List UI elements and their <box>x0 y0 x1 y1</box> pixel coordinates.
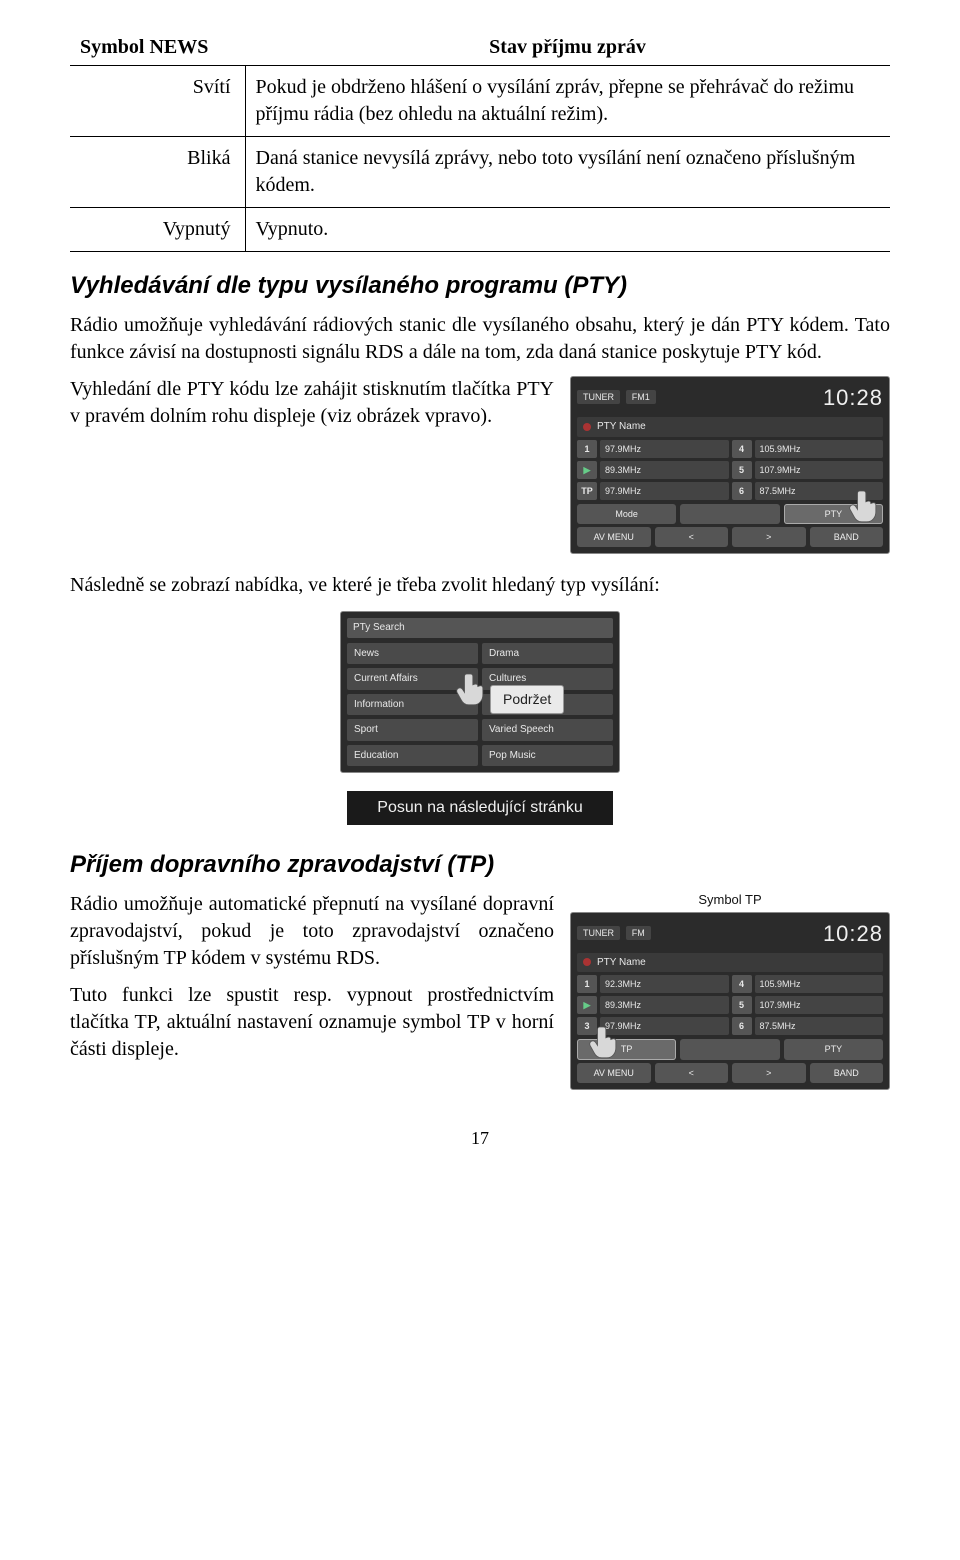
preset-freq: 107.9MHz <box>755 461 884 479</box>
paragraph: Vyhledání dle PTY kódu lze zahájit stisk… <box>70 376 554 430</box>
next-button[interactable]: > <box>732 527 806 547</box>
pty-name-label: PTY Name <box>597 956 646 970</box>
pty-search-title: PTy Search <box>347 618 613 638</box>
pty-button[interactable]: PTY <box>784 1039 883 1059</box>
preset-index: 5 <box>732 996 752 1014</box>
table-cell-left: Vypnutý <box>70 208 245 252</box>
clock-display: 10:28 <box>823 919 883 949</box>
pty-category-item[interactable]: Drama <box>482 643 613 665</box>
preset-index: 6 <box>732 482 752 500</box>
pty-category-item[interactable]: Education <box>347 745 478 767</box>
fm-label: FM <box>626 926 651 940</box>
table-cell-right: Daná stanice nevysílá zprávy, nebo toto … <box>245 137 890 208</box>
pty-category-item[interactable]: Varied Speech <box>482 719 613 741</box>
fm-label: FM1 <box>626 390 656 404</box>
prev-button[interactable]: < <box>655 527 729 547</box>
table-cell-right: Vypnuto. <box>245 208 890 252</box>
paragraph: Rádio umožňuje vyhledávání rádiových sta… <box>70 312 890 366</box>
preset-index: 1 <box>577 440 597 458</box>
mode-button[interactable]: Mode <box>577 504 676 524</box>
table-row: Vypnutý Vypnuto. <box>70 208 890 252</box>
preset-freq: 107.9MHz <box>755 996 884 1014</box>
pty-category-item[interactable]: Information <box>347 694 478 716</box>
table-cell-right: Pokud je obdrženo hlášení o vysílání zpr… <box>245 66 890 137</box>
paragraph: Rádio umožňuje automatické přepnutí na v… <box>70 891 554 972</box>
caption-scroll: Posun na následující stránku <box>347 791 612 825</box>
pty-name-label: PTY Name <box>597 420 646 434</box>
paragraph: Tuto funkci lze spustit resp. vypnout pr… <box>70 982 554 1063</box>
preset-freq: 87.5MHz <box>755 482 884 500</box>
preset-index: 3 <box>577 1017 597 1035</box>
table-header-symbol: Symbol NEWS <box>70 30 245 66</box>
table-row: Bliká Daná stanice nevysílá zprávy, nebo… <box>70 137 890 208</box>
preset-freq: 97.9MHz <box>600 1017 729 1035</box>
tuner-label: TUNER <box>577 926 620 940</box>
play-indicator-icon: ▶ <box>577 996 597 1014</box>
clock-display: 10:28 <box>823 383 883 413</box>
preset-freq: 97.9MHz <box>600 440 729 458</box>
page-number: 17 <box>70 1126 890 1150</box>
preset-index: 4 <box>732 975 752 993</box>
tuner-label: TUNER <box>577 390 620 404</box>
play-indicator-icon: ▶ <box>577 461 597 479</box>
next-button[interactable]: > <box>732 1063 806 1083</box>
pty-button[interactable]: PTY <box>784 504 883 524</box>
heading-tp: Příjem dopravního zpravodajství (TP) <box>70 849 890 881</box>
pty-category-item[interactable]: News <box>347 643 478 665</box>
tp-button[interactable]: TP <box>577 1039 676 1059</box>
table-row: Svítí Pokud je obdrženo hlášení o vysílá… <box>70 66 890 137</box>
av-menu-button[interactable]: AV MENU <box>577 1063 651 1083</box>
status-dot-icon <box>583 958 591 966</box>
pty-category-item[interactable]: Sport <box>347 719 478 741</box>
preset-index: 4 <box>732 440 752 458</box>
pty-menu-screenshot: PTy Search News Drama Current Affairs Cu… <box>340 611 620 773</box>
table-cell-left: Svítí <box>70 66 245 137</box>
preset-freq: 87.5MHz <box>755 1017 884 1035</box>
band-button[interactable]: BAND <box>810 527 884 547</box>
blank-button[interactable] <box>680 504 779 524</box>
pty-category-item[interactable]: Pop Music <box>482 745 613 767</box>
pty-category-item[interactable]: Current Affairs <box>347 668 478 690</box>
heading-pty-search: Vyhledávání dle typu vysílaného programu… <box>70 270 890 302</box>
preset-freq: 105.9MHz <box>755 440 884 458</box>
preset-index: 6 <box>732 1017 752 1035</box>
status-dot-icon <box>583 423 591 431</box>
callout-symbol-tp: Symbol TP <box>570 891 890 909</box>
table-header-status: Stav příjmu zpráv <box>245 30 890 66</box>
table-cell-left: Bliká <box>70 137 245 208</box>
callout-hold: Podržet <box>490 685 564 714</box>
band-button[interactable]: BAND <box>810 1063 884 1083</box>
tp-indicator: TP <box>577 482 597 500</box>
preset-freq: 92.3MHz <box>600 975 729 993</box>
prev-button[interactable]: < <box>655 1063 729 1083</box>
paragraph: Následně se zobrazí nabídka, ve které je… <box>70 572 890 599</box>
preset-freq: 89.3MHz <box>600 996 729 1014</box>
tuner-screenshot-tp: TUNER FM 10:28 PTY Name 1 92.3MHz 4 105.… <box>570 912 890 1090</box>
tuner-screenshot: TUNER FM1 10:28 PTY Name 1 97.9MHz 4 105… <box>570 376 890 554</box>
preset-index: 5 <box>732 461 752 479</box>
preset-freq: 97.9MHz <box>600 482 729 500</box>
preset-freq: 89.3MHz <box>600 461 729 479</box>
preset-index: 1 <box>577 975 597 993</box>
av-menu-button[interactable]: AV MENU <box>577 527 651 547</box>
preset-freq: 105.9MHz <box>755 975 884 993</box>
news-status-table: Symbol NEWS Stav příjmu zpráv Svítí Poku… <box>70 30 890 252</box>
blank-button[interactable] <box>680 1039 779 1059</box>
